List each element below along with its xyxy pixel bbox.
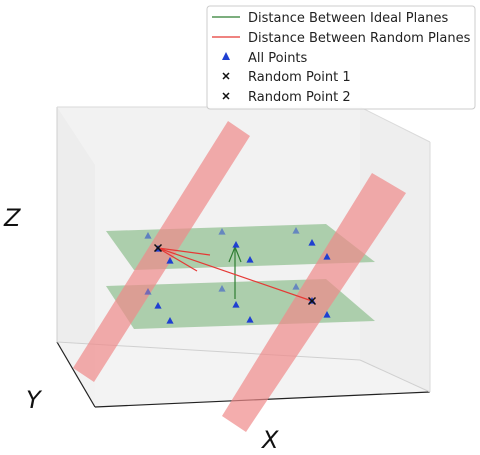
floor-pane [57,342,430,407]
data-point-13 [218,285,226,292]
legend-swatch-random-point-2 [222,92,230,100]
legend-swatch-random-point-1 [222,72,230,80]
data-point-8 [308,239,316,246]
data-point-3 [166,257,174,264]
random-distance-line [157,247,313,302]
legend-swatch-all-points [222,52,230,60]
z-axis-label: Z [3,204,21,232]
random-distance-line [157,247,211,256]
distance-lines [157,245,313,302]
random-points [153,243,317,306]
data-point-16 [292,283,300,290]
data-point-18 [323,311,331,318]
right-pane [360,107,430,392]
random-point-1-marker [153,243,163,253]
legend: Distance Between Ideal Planes Distance B… [206,5,476,110]
axis-edge [359,106,431,143]
data-point-7 [292,227,300,234]
data-point-1 [144,232,152,239]
legend-label-random: Distance Between Random Planes [248,31,471,46]
data-point-14 [232,301,240,308]
legend-label-random-point-2: Random Point 2 [248,90,351,105]
data-point-6 [246,256,254,263]
legend-box [206,5,476,110]
random-point-2-marker [307,296,317,306]
data-point-15 [246,316,254,323]
data-point-5 [232,241,240,248]
left-pane [57,107,95,407]
y-axis-label: Y [26,386,43,414]
data-point-9 [323,253,331,260]
x-axis-label: X [260,426,279,454]
data-point-4 [218,228,226,235]
data-point-11 [154,302,162,309]
data-point-12 [166,317,174,324]
legend-label-all-points: All Points [248,51,308,66]
data-point-10 [144,288,152,295]
random-distance-line [157,247,198,272]
axis-edge [56,341,96,408]
legend-label-ideal: Distance Between Ideal Planes [248,11,448,26]
legend-label-random-point-1: Random Point 1 [248,70,351,85]
axis-edge [359,359,431,393]
